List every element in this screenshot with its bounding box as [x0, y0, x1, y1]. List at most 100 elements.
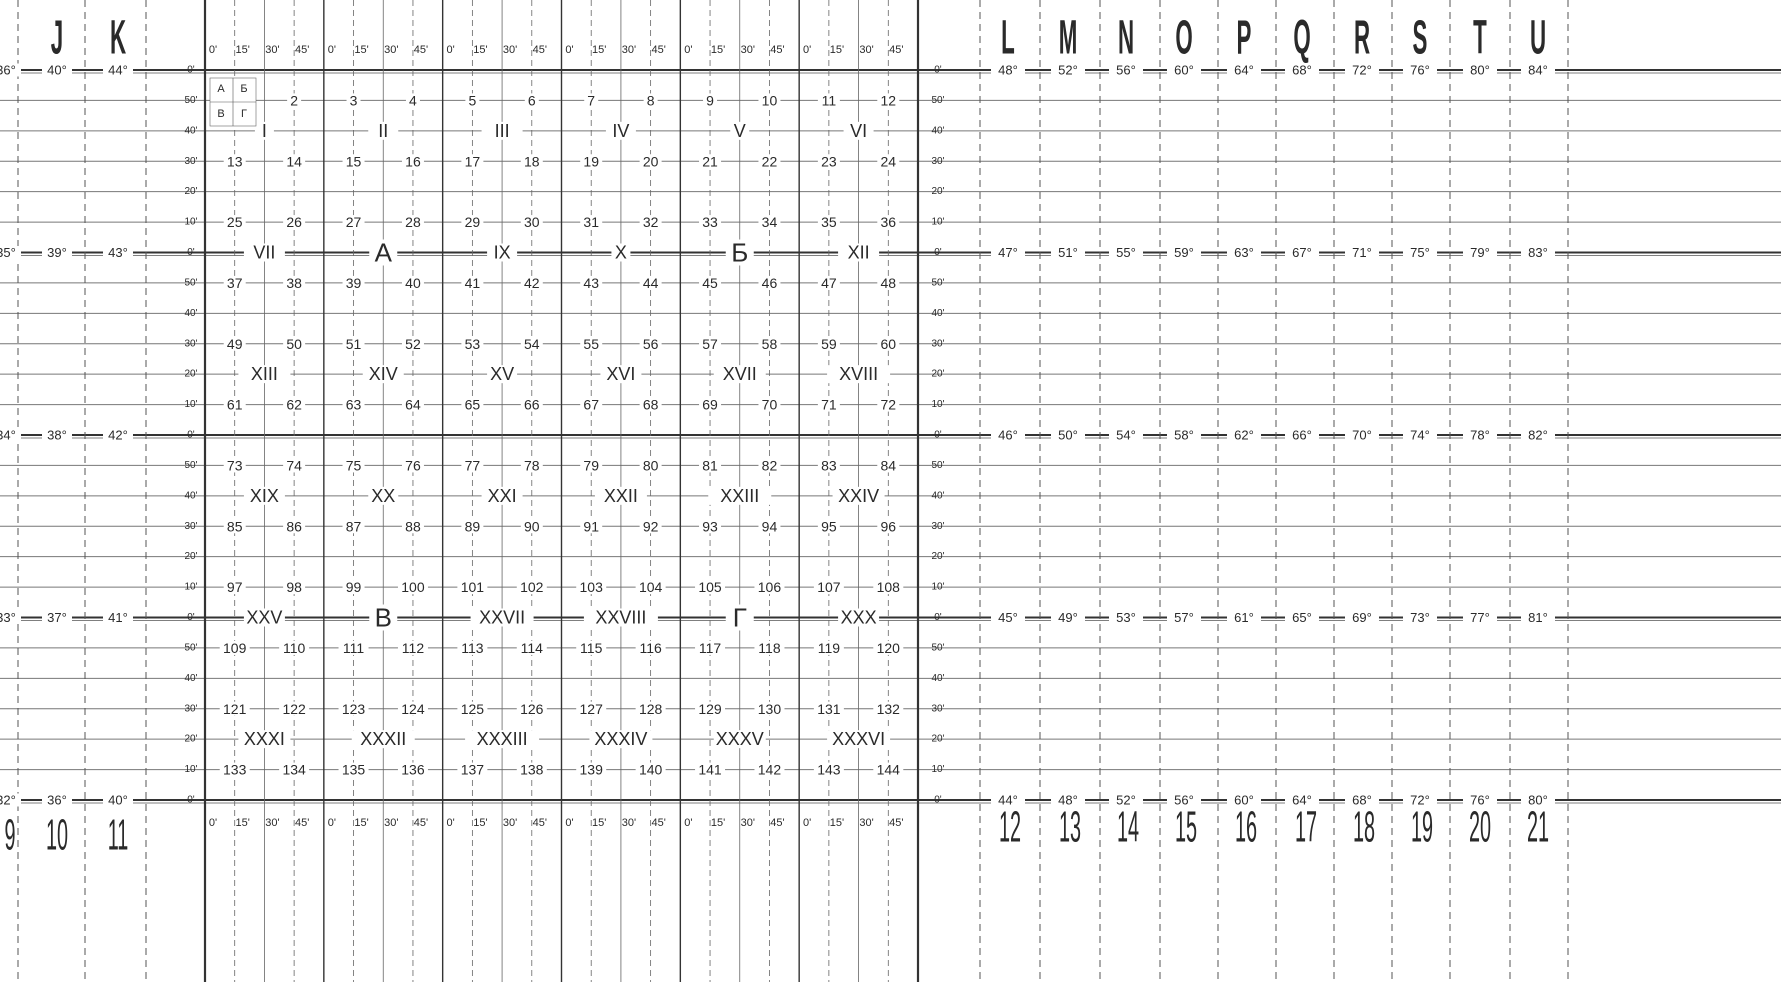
sheet-number: 88 [405, 518, 421, 534]
label-halo [401, 154, 424, 169]
label-halo [461, 336, 484, 351]
minute-label-bottom: 30' [503, 817, 517, 829]
roman-numeral: XXIII [720, 486, 759, 506]
label-halo [1345, 246, 1379, 259]
quadrant-letter: А [375, 238, 393, 268]
label-halo [0, 428, 21, 442]
label-halo [576, 640, 607, 655]
roman-numeral: XXXV [716, 729, 764, 749]
sheet-number: 93 [702, 518, 718, 534]
sheet-number: 29 [465, 214, 481, 230]
minute-label-top: 15' [236, 44, 250, 56]
sheet-number: 16 [405, 153, 421, 169]
minute-label-bottom: 30' [265, 817, 279, 829]
minute-label-left: 30' [184, 703, 197, 714]
latitude-label: 78° [1470, 428, 1490, 443]
minute-label-bottom: 45' [889, 817, 903, 829]
label-halo [1521, 793, 1555, 807]
label-halo [1463, 63, 1497, 77]
latitude-label: 34° [0, 428, 16, 443]
quadrant-letter: Б [731, 238, 748, 268]
sheet-number: 56 [643, 336, 659, 352]
label-halo [223, 580, 246, 595]
label-halo [827, 730, 891, 749]
sheet-number: 121 [223, 701, 247, 717]
roman-numeral: XII [848, 243, 870, 263]
label-halo [576, 701, 607, 716]
label-halo [699, 397, 722, 412]
sheet-number: 34 [762, 214, 778, 230]
minute-label-top: 0' [328, 44, 336, 56]
label-halo [594, 486, 647, 505]
latitude-label: 64° [1292, 793, 1312, 808]
sheet-number: 108 [877, 579, 901, 595]
sheet-number: 60 [881, 336, 897, 352]
label-halo [42, 246, 72, 259]
label-halo [1227, 611, 1261, 624]
label-halo [754, 762, 785, 777]
label-halo [1345, 611, 1379, 624]
latitude-label: 77° [1470, 610, 1490, 625]
label-halo [342, 336, 365, 351]
sheet-number: 70 [762, 397, 778, 413]
label-halo [877, 397, 900, 412]
sheet-number: 80 [643, 457, 659, 473]
label-halo [639, 397, 662, 412]
sheet-number: 19 [583, 153, 599, 169]
label-halo [1109, 428, 1143, 442]
sheet-number: 118 [758, 640, 781, 656]
label-halo [991, 793, 1025, 807]
label-halo [1463, 428, 1497, 442]
label-halo [487, 365, 518, 384]
latitude-label: 44° [108, 63, 128, 78]
label-halo [1227, 793, 1261, 807]
label-halo [1051, 793, 1085, 807]
sheet-number: 83 [821, 457, 837, 473]
label-halo [635, 580, 666, 595]
label-halo [699, 519, 722, 534]
sheet-number: 58 [762, 336, 778, 352]
label-halo [1051, 63, 1085, 77]
label-halo [223, 154, 246, 169]
minute-label-top: 30' [741, 44, 755, 56]
label-halo [695, 762, 726, 777]
label-halo [397, 640, 428, 655]
minute-label-right: 10' [931, 399, 944, 410]
minute-label-bottom: 0' [447, 817, 455, 829]
label-halo [817, 397, 840, 412]
label-halo [103, 611, 133, 624]
label-halo [843, 121, 874, 140]
sheet-number: 25 [227, 214, 243, 230]
label-halo [1227, 246, 1261, 259]
label-halo [103, 428, 133, 442]
column-number: 14 [1117, 804, 1139, 852]
label-halo [699, 275, 722, 290]
label-halo [1227, 428, 1261, 442]
label-halo [520, 519, 543, 534]
sheet-number: 131 [817, 701, 841, 717]
label-halo [42, 611, 72, 624]
label-halo [1285, 428, 1319, 442]
label-halo [639, 215, 662, 230]
label-halo [103, 793, 133, 807]
sheet-number: 21 [702, 153, 718, 169]
label-halo [584, 93, 599, 108]
label-halo [580, 154, 603, 169]
sheet-number: 43 [583, 275, 599, 291]
sheet-number: 119 [818, 640, 841, 656]
sheet-number: 20 [643, 153, 659, 169]
sheet-number: 96 [881, 518, 897, 534]
latitude-label: 41° [108, 610, 128, 625]
sheet-number: 30 [524, 214, 540, 230]
label-halo [342, 154, 365, 169]
latitude-label: 58° [1174, 428, 1194, 443]
latitude-label: 75° [1410, 245, 1430, 260]
minute-label-top: 45' [295, 44, 309, 56]
label-halo [817, 336, 840, 351]
minute-label-bottom: 0' [803, 817, 811, 829]
label-halo [338, 762, 369, 777]
roman-numeral: XIX [250, 486, 279, 506]
label-halo [580, 458, 603, 473]
sheet-number: 41 [465, 275, 481, 291]
sheet-number: 32 [643, 214, 659, 230]
